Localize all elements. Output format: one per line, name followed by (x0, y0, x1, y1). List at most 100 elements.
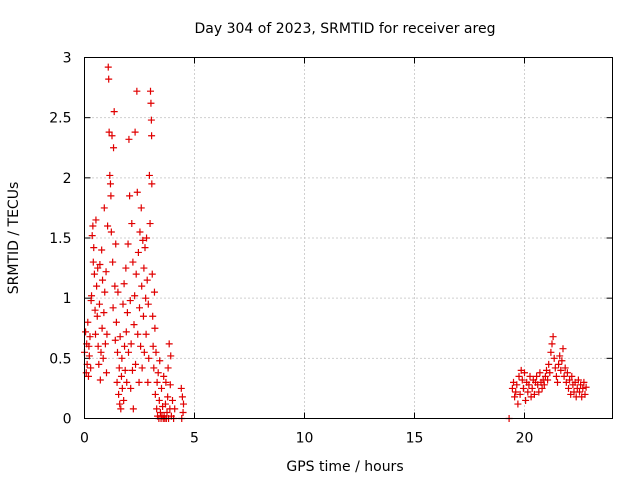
data-point (106, 180, 114, 188)
data-point (90, 270, 98, 278)
chart-title: Day 304 of 2023, SRMTID for receiver are… (195, 21, 496, 37)
data-point (152, 348, 160, 356)
data-point (566, 376, 574, 384)
data-point (153, 378, 161, 386)
data-point (139, 312, 147, 320)
data-point (558, 357, 566, 365)
data-point (132, 270, 140, 278)
data-point (150, 364, 158, 372)
data-point (96, 376, 104, 384)
data-point (525, 381, 533, 389)
data-point (131, 128, 139, 136)
data-point (121, 342, 129, 350)
data-point (105, 128, 113, 136)
data-point (512, 388, 520, 396)
data-point (164, 393, 172, 401)
data-point (140, 348, 148, 356)
data-point (551, 364, 559, 372)
data-point (138, 364, 146, 372)
data-point (107, 192, 115, 200)
data-point (135, 378, 143, 386)
data-point (100, 309, 108, 317)
x-tick-label: 20 (516, 431, 534, 447)
data-point (120, 396, 128, 404)
data-point (114, 348, 121, 356)
data-point (526, 372, 534, 380)
data-point (515, 372, 523, 380)
data-point (137, 342, 145, 350)
data-point (91, 306, 99, 314)
x-axis-label: GPS time / hours (286, 459, 403, 475)
grid (84, 57, 613, 419)
data-point (110, 108, 118, 116)
data-point (556, 352, 564, 360)
data-point (565, 384, 572, 392)
data-point (116, 400, 124, 408)
data-point (535, 388, 543, 396)
data-point (138, 282, 146, 290)
data-point (522, 396, 530, 404)
data-point (110, 144, 118, 152)
data-point (88, 292, 96, 300)
data-point (95, 300, 103, 308)
data-point (177, 384, 185, 392)
data-point (540, 381, 548, 389)
data-point (128, 220, 136, 228)
data-point (151, 324, 159, 332)
data-point (513, 381, 521, 389)
data-point (115, 390, 123, 398)
data-point (114, 288, 122, 296)
data-point (109, 258, 117, 266)
data-point (165, 340, 173, 348)
data-point (106, 171, 114, 179)
data-point (144, 300, 152, 308)
data-point (162, 378, 170, 386)
plot-frame (84, 57, 613, 419)
data-point (516, 390, 524, 398)
data-point (143, 276, 151, 284)
data-point (546, 369, 554, 377)
data-point (118, 354, 126, 362)
data-point (530, 390, 538, 398)
data-point (119, 300, 127, 308)
data-point (148, 270, 156, 278)
data-point (97, 348, 105, 356)
y-tick-label: 2.5 (49, 111, 71, 127)
data-point (95, 360, 103, 368)
data-point (149, 312, 157, 320)
data-point (141, 244, 149, 252)
data-point (547, 348, 555, 356)
data-point (113, 378, 121, 386)
data-point (85, 352, 93, 360)
data-point (136, 228, 144, 236)
data-point (123, 309, 131, 317)
x-tick-label: 10 (296, 431, 314, 447)
data-point (88, 232, 96, 240)
data-point (160, 372, 168, 380)
data-point (101, 288, 109, 296)
y-tick-label: 3 (63, 51, 72, 67)
y-tick-label: 1 (63, 291, 72, 307)
data-point (102, 268, 110, 276)
data-point (137, 204, 145, 212)
data-point (82, 369, 90, 377)
data-point (576, 388, 583, 396)
data-point (146, 220, 154, 228)
data-point (134, 330, 142, 338)
data-point (129, 258, 137, 266)
data-point (548, 340, 556, 348)
data-point (144, 378, 152, 386)
data-point (122, 328, 130, 336)
data-point (100, 204, 108, 212)
data-point (111, 336, 119, 344)
data-points (81, 63, 590, 422)
data-point (148, 132, 156, 140)
data-point (148, 180, 156, 188)
data-point (85, 342, 93, 350)
data-point (133, 188, 141, 196)
data-point (579, 384, 587, 392)
data-point (533, 372, 541, 380)
data-point (89, 222, 97, 230)
data-point (127, 384, 135, 392)
